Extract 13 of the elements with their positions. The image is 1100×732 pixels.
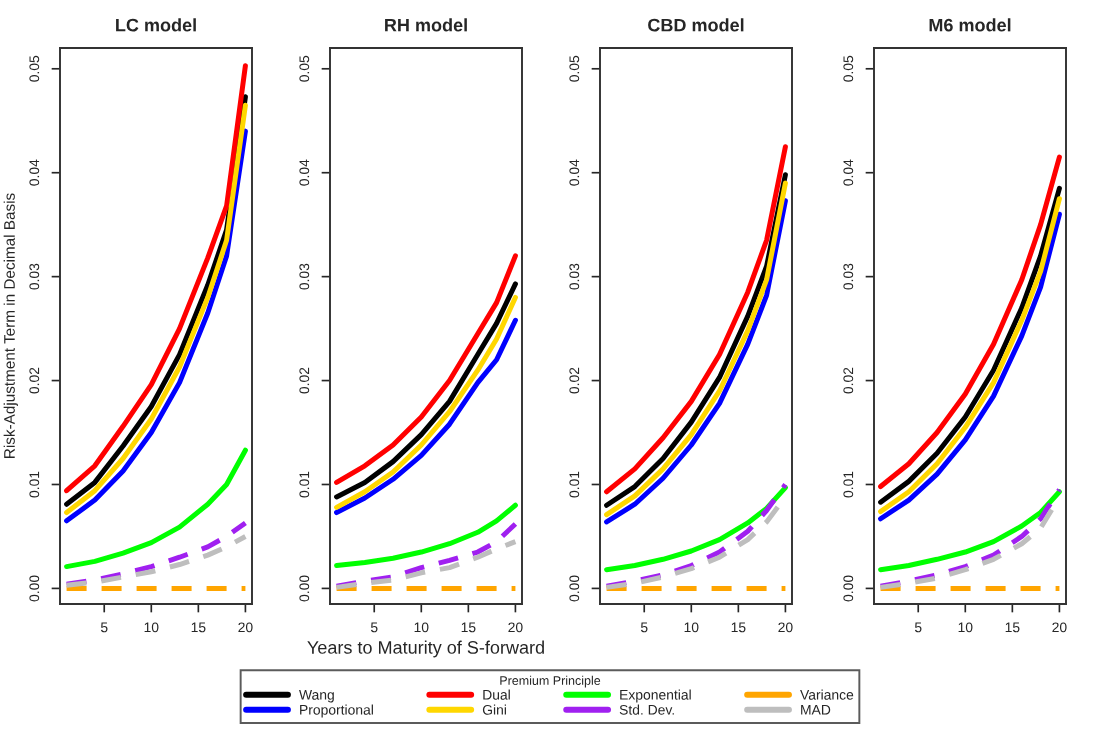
chart-title: M6 model <box>929 18 1011 32</box>
line-series <box>334 253 518 485</box>
chart-title: LC model <box>116 18 196 32</box>
chart-title: RH model <box>385 18 467 32</box>
x-axis-title: Years to Maturity of S-forward <box>307 640 544 658</box>
line-series <box>64 520 248 587</box>
line-series <box>64 447 248 570</box>
chart-title: CBD model <box>648 18 744 32</box>
line-series <box>878 489 1062 573</box>
line-series <box>334 502 518 569</box>
line-series <box>64 533 248 588</box>
line-series <box>334 539 518 590</box>
line-series <box>334 521 518 589</box>
